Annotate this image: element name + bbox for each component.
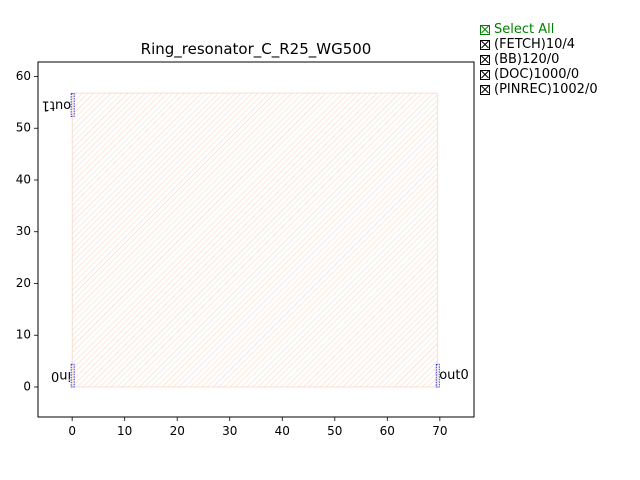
y-tick-label: 50 <box>16 121 31 135</box>
port-in0-marker <box>70 363 75 388</box>
x-tick-label: 40 <box>275 424 290 438</box>
port-in0-label: in0 <box>51 368 71 383</box>
y-axis-ticks: 0 10 20 30 40 50 60 <box>16 69 38 393</box>
x-tick-label: 70 <box>432 424 447 438</box>
checkbox-icon[interactable] <box>480 39 490 50</box>
port-out1-marker <box>70 93 75 117</box>
legend-item-label: (DOC)1000/0 <box>494 67 580 82</box>
y-tick-label: 60 <box>16 69 31 83</box>
legend-item-doc[interactable]: (DOC)1000/0 <box>480 67 598 82</box>
x-axis-ticks: 0 10 20 30 40 50 60 70 <box>68 417 447 438</box>
y-tick-label: 30 <box>16 224 31 238</box>
ports-group: in0 out1 out0 <box>42 93 469 388</box>
x-tick-label: 10 <box>117 424 132 438</box>
checkbox-icon[interactable] <box>480 69 490 80</box>
y-tick-label: 40 <box>16 172 31 186</box>
legend-item-label: (BB)120/0 <box>494 52 560 67</box>
y-tick-label: 0 <box>23 379 31 393</box>
legend-item-label: (PINREC)1002/0 <box>494 82 598 97</box>
checkbox-icon[interactable] <box>480 54 490 65</box>
checkbox-icon[interactable] <box>480 84 490 95</box>
layer-legend: Select All (FETCH)10/4 (BB)120/0 (DOC)10… <box>480 22 598 97</box>
legend-item-fetch[interactable]: (FETCH)10/4 <box>480 37 598 52</box>
x-tick-label: 30 <box>222 424 237 438</box>
port-out0-marker <box>435 363 440 388</box>
legend-select-all-label: Select All <box>494 22 555 37</box>
checkbox-icon[interactable] <box>480 24 490 35</box>
axes-frame <box>37 61 475 418</box>
legend-item-pinrec[interactable]: (PINREC)1002/0 <box>480 82 598 97</box>
port-out0-label: out0 <box>439 368 469 383</box>
port-out1-label: out1 <box>42 97 72 112</box>
x-tick-label: 20 <box>170 424 185 438</box>
y-tick-label: 20 <box>16 276 31 290</box>
x-tick-label: 0 <box>68 424 76 438</box>
y-tick-label: 10 <box>16 328 31 342</box>
x-tick-label: 60 <box>380 424 395 438</box>
ring-resonator-region <box>71 92 438 388</box>
chart-title: Ring_resonator_C_R25_WG500 <box>141 40 372 59</box>
x-tick-label: 50 <box>327 424 342 438</box>
legend-item-label: (FETCH)10/4 <box>494 37 576 52</box>
legend-item-bb[interactable]: (BB)120/0 <box>480 52 598 67</box>
legend-select-all[interactable]: Select All <box>480 22 598 37</box>
